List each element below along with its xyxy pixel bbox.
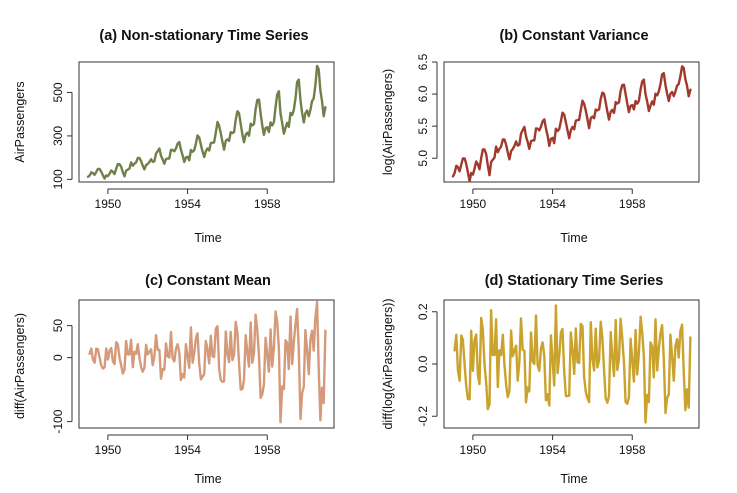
y-tick-label: 0 bbox=[51, 354, 65, 361]
panel-d-x-label: Time bbox=[560, 472, 587, 486]
panel-a: (a) Non-stationary Time Series 1950 1954 1… bbox=[13, 28, 335, 245]
panel-a-y-label: AirPassengers bbox=[13, 81, 27, 162]
y-tick-label: 0.0 bbox=[416, 355, 430, 372]
y-tick-label: 5.0 bbox=[416, 150, 430, 167]
y-tick-label: 0.2 bbox=[416, 303, 430, 320]
panel-d-frame bbox=[443, 299, 700, 429]
x-tick-label: 1958 bbox=[619, 443, 646, 457]
y-tick-label: 5.5 bbox=[416, 118, 430, 135]
y-tick-label: 6.5 bbox=[416, 53, 430, 70]
panel-c: (c) Constant Mean 1950 1954 1958 -100 0 50 Ti… bbox=[13, 273, 335, 486]
panel-b-frame bbox=[443, 61, 700, 183]
x-tick-label: 1958 bbox=[254, 197, 281, 211]
panel-d-series-line bbox=[453, 304, 692, 424]
panel-a-series-line bbox=[86, 64, 327, 180]
panel-b-x-label: Time bbox=[560, 231, 587, 245]
panel-d-axes: 1950 1954 1958 -0.2 0.0 0.2 bbox=[416, 303, 646, 457]
panel-a-frame bbox=[78, 61, 335, 183]
y-tick-label: 300 bbox=[51, 126, 65, 146]
y-tick-label: -100 bbox=[51, 409, 65, 433]
y-tick-label: 500 bbox=[51, 82, 65, 102]
x-tick-label: 1954 bbox=[539, 443, 566, 457]
panel-c-axes: 1950 1954 1958 -100 0 50 bbox=[51, 319, 281, 457]
y-tick-label: 50 bbox=[51, 319, 65, 333]
panel-a-title: (a) Non-stationary Time Series bbox=[99, 28, 308, 44]
panel-b-axes: 1950 1954 1958 5.0 5.5 6.0 6.5 bbox=[416, 53, 646, 211]
x-tick-label: 1954 bbox=[174, 197, 201, 211]
x-tick-label: 1954 bbox=[174, 443, 201, 457]
panel-c-y-label: diff(AirPassengers) bbox=[13, 313, 27, 419]
panel-b-y-label: log(AirPassengers) bbox=[381, 69, 395, 175]
x-tick-label: 1950 bbox=[460, 197, 487, 211]
x-tick-label: 1958 bbox=[254, 443, 281, 457]
panel-c-series-line bbox=[88, 300, 327, 424]
y-tick-label: 100 bbox=[51, 169, 65, 189]
x-tick-label: 1954 bbox=[539, 197, 566, 211]
panel-a-axes: 1950 1954 1958 100 300 500 bbox=[51, 82, 281, 211]
panel-c-frame bbox=[78, 299, 335, 429]
x-tick-label: 1958 bbox=[619, 197, 646, 211]
x-tick-label: 1950 bbox=[95, 197, 122, 211]
x-tick-label: 1950 bbox=[95, 443, 122, 457]
panel-d-y-label: diff(log(AirPassengers)) bbox=[381, 298, 395, 429]
panel-d: (d) Stationary Time Series 1950 1954 1958 -… bbox=[381, 273, 700, 486]
panel-b-series-line bbox=[451, 65, 692, 183]
panel-c-x-label: Time bbox=[194, 472, 221, 486]
x-tick-label: 1950 bbox=[460, 443, 487, 457]
panel-d-title: (d) Stationary Time Series bbox=[485, 273, 664, 289]
panel-b-title: (b) Constant Variance bbox=[499, 28, 648, 44]
y-tick-label: 6.0 bbox=[416, 85, 430, 102]
panel-b: (b) Constant Variance 1950 1954 1958 5.0 5.5… bbox=[381, 28, 700, 245]
panel-a-x-label: Time bbox=[194, 231, 221, 245]
panel-c-title: (c) Constant Mean bbox=[145, 273, 271, 289]
y-tick-label: -0.2 bbox=[416, 406, 430, 427]
